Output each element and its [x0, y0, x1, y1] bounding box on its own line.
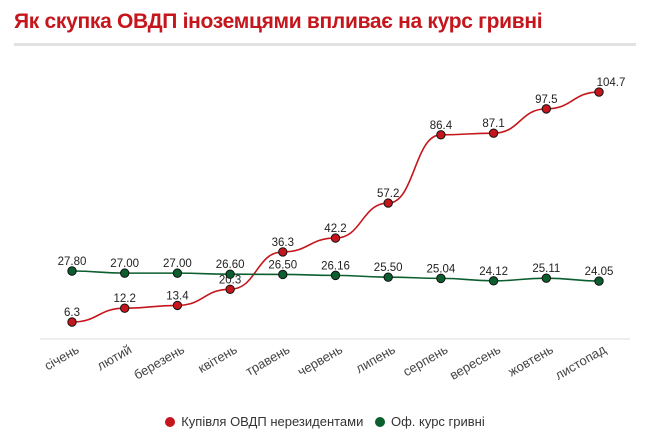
data-point — [172, 268, 183, 278]
data-label: 27.80 — [58, 256, 87, 268]
data-label: 57.2 — [377, 188, 399, 200]
x-tick-label: квітень — [195, 342, 239, 376]
data-point — [172, 300, 183, 311]
data-label: 86.4 — [430, 120, 453, 132]
data-point — [436, 273, 446, 284]
series-line — [71, 91, 600, 323]
data-point — [594, 276, 604, 286]
data-point — [120, 303, 130, 313]
x-tick-label: травень — [243, 341, 293, 378]
title-divider — [14, 43, 636, 46]
data-label: 20.3 — [219, 274, 241, 286]
x-tick-label: серпень — [400, 341, 450, 379]
data-point — [541, 273, 551, 283]
data-label: 25.11 — [532, 263, 560, 275]
data-label: 26.60 — [216, 259, 245, 271]
data-label: 25.04 — [427, 263, 456, 275]
data-label: 36.3 — [272, 237, 294, 249]
x-tick-label: березень — [131, 341, 187, 382]
data-label: 42.2 — [324, 223, 346, 235]
data-point — [225, 284, 235, 294]
data-label: 12.2 — [114, 293, 136, 305]
data-label: 6.3 — [64, 307, 80, 319]
legend-label: Оф. курс гривні — [390, 414, 485, 429]
data-label: 24.12 — [479, 266, 508, 278]
x-tick-label: червень — [295, 342, 345, 380]
x-tick-label: листопад — [552, 341, 609, 382]
data-label: 27.00 — [110, 258, 139, 270]
legend: Купівля ОВДП нерезидентами Оф. курс грив… — [0, 414, 650, 430]
data-point — [278, 269, 288, 280]
data-point — [120, 268, 130, 278]
data-point — [383, 198, 393, 208]
data-point — [278, 247, 288, 257]
chart-title: Як скупка ОВДП іноземцями впливає на кур… — [14, 10, 543, 33]
data-label: 24.05 — [585, 266, 614, 278]
data-label: 87.1 — [482, 118, 504, 130]
x-tick-label: жовтень — [505, 341, 556, 379]
data-point — [488, 128, 499, 138]
legend-marker-green — [374, 416, 385, 427]
data-point — [330, 233, 341, 243]
data-point — [225, 269, 235, 279]
data-point — [436, 130, 446, 140]
legend-item-bonds[interactable]: Купівля ОВДП нерезидентами — [165, 414, 363, 429]
data-label: 97.5 — [535, 94, 557, 106]
data-label: 27.00 — [163, 258, 192, 270]
data-point — [541, 104, 551, 114]
legend-item-rate[interactable]: Оф. курс гривні — [374, 414, 485, 429]
data-label: 104.7 — [597, 77, 626, 89]
x-tick-label: вересень — [447, 341, 503, 382]
data-point — [594, 87, 604, 97]
data-point — [330, 270, 341, 281]
x-tick-label: лютий — [94, 342, 134, 374]
data-point — [488, 276, 499, 286]
legend-label: Купівля ОВДП нерезидентами — [181, 414, 364, 429]
data-label: 26.16 — [321, 260, 350, 272]
x-tick-label: січень — [42, 341, 82, 373]
data-point — [67, 317, 77, 327]
data-label: 25.50 — [374, 262, 403, 274]
data-point — [67, 266, 77, 276]
data-label: 26.50 — [268, 259, 297, 271]
legend-marker-red — [165, 416, 176, 427]
data-label: 13.4 — [166, 290, 189, 302]
x-tick-label: липень — [353, 341, 398, 376]
data-point — [383, 272, 393, 282]
